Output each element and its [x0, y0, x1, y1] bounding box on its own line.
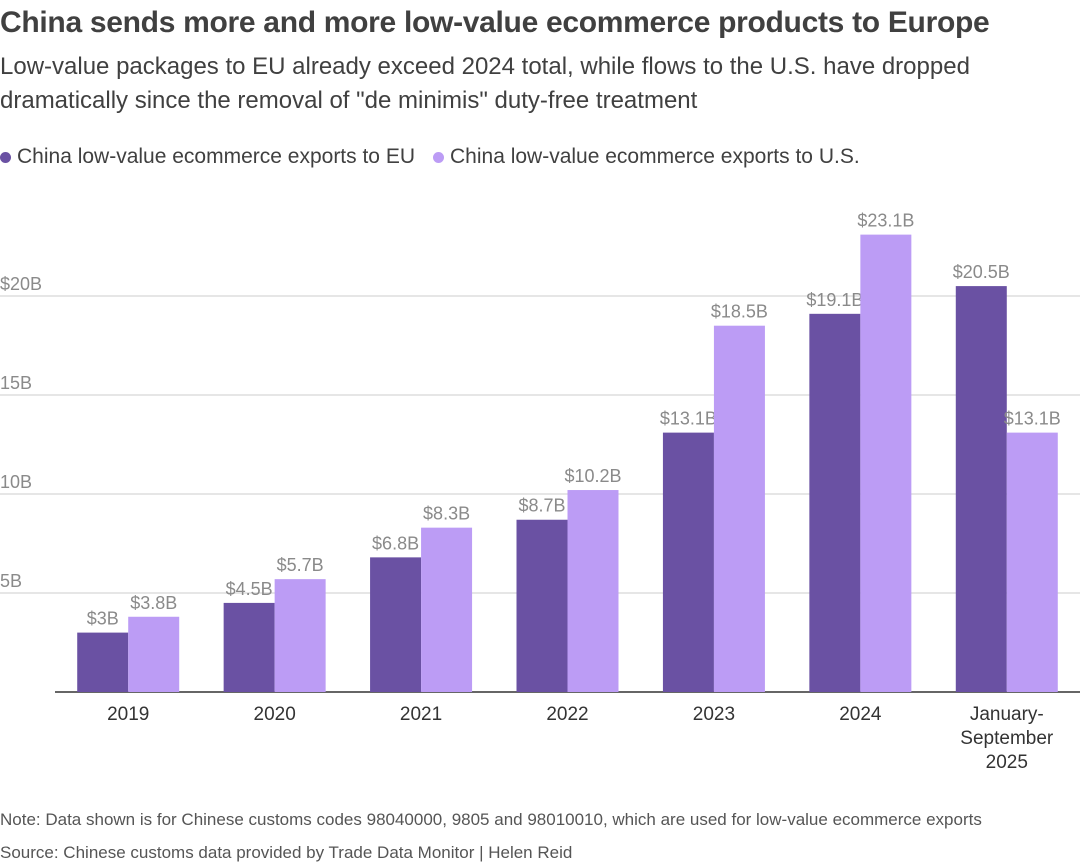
data-label-us: $3.8B [130, 593, 177, 613]
bar-eu [809, 313, 861, 692]
bar-us [1006, 432, 1058, 692]
x-tick-label: 2023 [693, 704, 735, 725]
subtitle-line-1: Low-value packages to EU already exceed … [0, 53, 970, 80]
x-tick-label: January-September 2025 [960, 704, 1054, 773]
y-tick-label: 5B [0, 571, 22, 591]
legend: China low-value ecommerce exports to EU … [0, 142, 878, 172]
legend-label-eu: China low-value ecommerce exports to EU [17, 145, 415, 168]
bar-us [274, 579, 326, 692]
x-tick-label: 2019 [107, 704, 149, 725]
data-label-eu: $4.5B [226, 579, 273, 599]
bar-chart: 5B 10B 15B $20B $3B $3.8B 2019 $4.5B$5.7B 2020 $6… [0, 211, 1080, 773]
y-tick-label: 10B [0, 472, 32, 492]
bar-us [421, 527, 473, 692]
bar-us [128, 616, 180, 692]
data-label-eu: $20.5B [953, 262, 1010, 282]
data-label-us: $18.5B [711, 302, 768, 322]
legend-item-eu: China low-value ecommerce exports to EU [0, 145, 415, 169]
chart-subtitle: Low-value packages to EU already exceed … [0, 50, 1060, 118]
bar-us [860, 234, 912, 692]
bar-us [713, 325, 765, 692]
data-label-us: $8.3B [423, 504, 470, 524]
bar-eu [77, 632, 129, 692]
legend-label-us: China low-value ecommerce exports to U.S… [450, 145, 860, 168]
data-label-eu: $8.7B [518, 496, 565, 516]
x-tick-label: 2024 [839, 704, 882, 725]
legend-swatch-us [433, 151, 444, 163]
data-label-eu: $6.8B [372, 533, 419, 553]
data-label-eu: $3B [87, 609, 119, 629]
y-tick-label: $20B [0, 274, 42, 294]
y-tick-label: 15B [0, 373, 32, 393]
data-label-eu: $13.1B [660, 409, 717, 429]
chart-title: China sends more and more low-value ecom… [0, 6, 990, 39]
source-line: Source: Chinese customs data provided by… [0, 843, 573, 862]
bar-eu [662, 432, 714, 692]
bar-us [567, 490, 619, 692]
data-label-eu: $19.1B [806, 290, 863, 310]
data-label-us: $5.7B [277, 555, 324, 575]
x-tick-label: 2022 [546, 704, 588, 725]
legend-swatch-eu [0, 151, 11, 163]
subtitle-line-2: dramatically since the removal of "de mi… [0, 87, 698, 114]
bar-eu [223, 602, 275, 692]
bar-eu [516, 519, 568, 692]
footnote: Note: Data shown is for Chinese customs … [0, 810, 982, 829]
bar-eu [955, 286, 1007, 692]
x-tick-label: 2020 [254, 704, 296, 725]
data-label-us: $13.1B [1004, 409, 1061, 429]
data-label-us: $10.2B [564, 466, 621, 486]
bar-eu [370, 557, 422, 692]
legend-item-us: China low-value ecommerce exports to U.S… [433, 145, 860, 169]
data-label-us: $23.1B [857, 211, 914, 231]
x-tick-label: 2021 [400, 704, 442, 725]
